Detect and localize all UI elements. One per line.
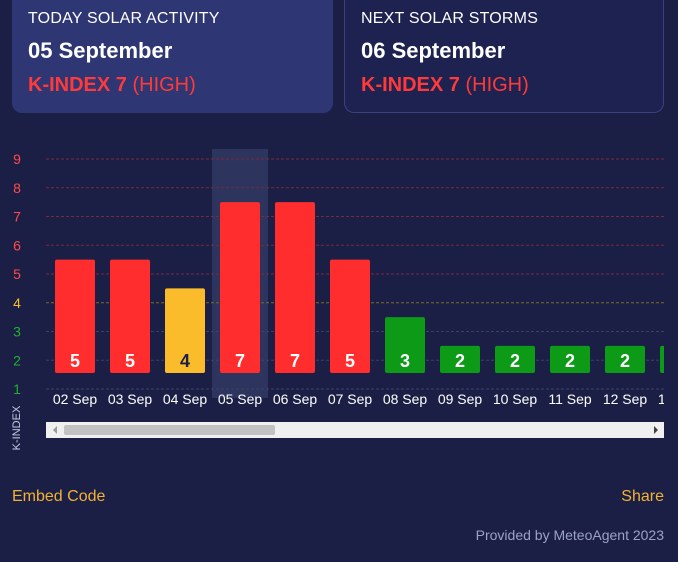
bar[interactable] — [550, 345, 590, 373]
bar-value-label: 2 — [510, 351, 520, 371]
y-tick-label: 1 — [13, 381, 21, 397]
bars-group: 5 02 Sep 5 03 Sep 4 04 Sep 7 05 Sep 7 06 Sep 5 07 S… — [53, 202, 678, 407]
bar-value-label: 5 — [345, 351, 355, 371]
next-level: (HIGH) — [465, 74, 529, 96]
scroll-right-arrow-icon[interactable] — [654, 426, 658, 434]
next-kindex: K-INDEX 7 (HIGH) — [361, 74, 647, 97]
y-tick-label: 7 — [13, 209, 21, 225]
x-tick-label: 12 Sep — [603, 391, 648, 407]
next-date: 06 September — [361, 38, 506, 63]
bar[interactable] — [275, 202, 315, 373]
x-tick-label: 05 Sep — [218, 391, 263, 407]
next-solar-storms-card: NEXT SOLAR STORMS 06 September K-INDEX 7… — [344, 0, 664, 113]
bar-value-label: 3 — [400, 351, 410, 371]
y-tick-label: 4 — [13, 295, 21, 311]
today-solar-activity-card: TODAY SOLAR ACTIVITY 05 September K-INDE… — [12, 0, 333, 113]
x-tick-label: 08 Sep — [383, 391, 428, 407]
bar[interactable] — [660, 345, 678, 373]
x-tick-label: 06 Sep — [273, 391, 318, 407]
y-axis-title: K-INDEX — [11, 405, 23, 450]
next-kindex-value: K-INDEX 7 — [361, 74, 460, 96]
bar-value-label: 2 — [565, 351, 575, 371]
bar[interactable] — [110, 259, 150, 373]
provider-credit: Provided by MeteoAgent 2023 — [475, 527, 664, 543]
bar[interactable] — [605, 345, 645, 373]
bar-value-label: 7 — [235, 351, 245, 371]
bar-value-label: 5 — [125, 351, 135, 371]
x-tick-label: 02 Sep — [53, 391, 98, 407]
bar[interactable] — [220, 202, 260, 373]
today-date: 05 September — [28, 38, 173, 63]
bar[interactable] — [330, 259, 370, 373]
bar-value-label: 5 — [70, 351, 80, 371]
share-link[interactable]: Share — [621, 488, 664, 505]
bar[interactable] — [55, 259, 95, 373]
bar[interactable] — [440, 345, 480, 373]
y-tick-label: 5 — [13, 266, 21, 282]
x-tick-label: 04 Sep — [163, 391, 208, 407]
bar-value-label: 7 — [290, 351, 300, 371]
today-label: TODAY SOLAR ACTIVITY — [28, 10, 220, 27]
x-tick-label: 10 Sep — [493, 391, 538, 407]
bar-value-label: 2 — [455, 351, 465, 371]
scrollbar-thumb[interactable] — [64, 425, 275, 435]
today-level: (HIGH) — [132, 74, 196, 96]
bar[interactable] — [495, 345, 535, 373]
y-tick-label: 6 — [13, 237, 21, 253]
kindex-chart: 1 2 3 4 5 6 7 8 9 5 02 Sep 5 03 Sep 4 04 Sep 7 05 Sep 7 06… — [11, 149, 678, 450]
bar-value-label: 2 — [620, 351, 630, 371]
scroll-left-arrow-icon[interactable] — [53, 426, 57, 434]
x-tick-label: 07 Sep — [328, 391, 373, 407]
y-tick-label: 9 — [13, 151, 21, 167]
today-kindex: K-INDEX 7 (HIGH) — [28, 74, 317, 97]
y-tick-label: 2 — [13, 352, 21, 368]
x-tick-label: 11 Sep — [548, 391, 592, 407]
next-label: NEXT SOLAR STORMS — [361, 10, 539, 27]
x-tick-label: 13 Sep — [658, 391, 678, 407]
bar-value-label: 4 — [180, 351, 190, 371]
x-tick-label: 09 Sep — [438, 391, 483, 407]
today-kindex-value: K-INDEX 7 — [28, 74, 127, 96]
y-tick-label: 3 — [13, 324, 21, 340]
bar[interactable] — [385, 317, 425, 373]
y-tick-label: 8 — [13, 180, 21, 196]
embed-code-link[interactable]: Embed Code — [12, 488, 106, 505]
x-tick-label: 03 Sep — [108, 391, 153, 407]
bar[interactable] — [165, 288, 205, 373]
